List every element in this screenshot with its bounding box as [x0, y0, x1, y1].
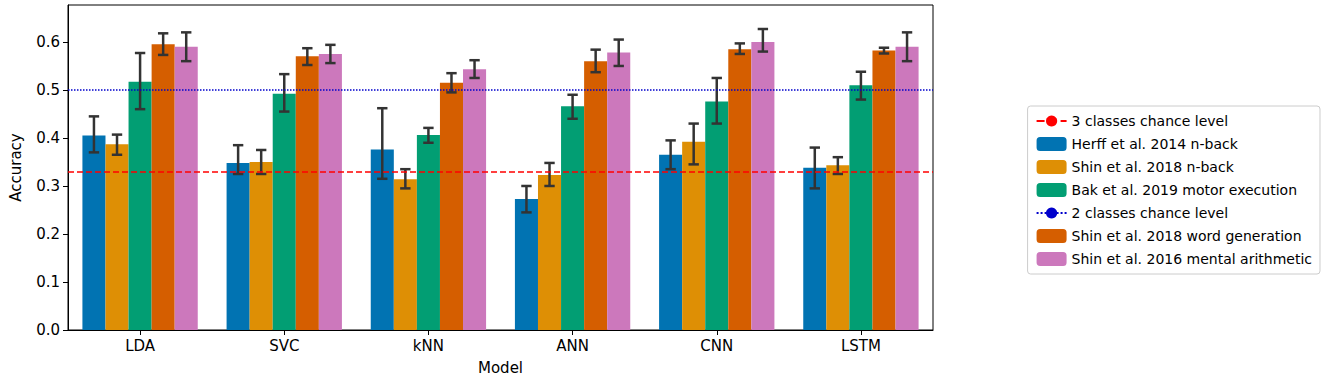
svg-text:SVC: SVC [269, 337, 299, 355]
svg-text:CNN: CNN [700, 337, 733, 355]
svg-text:Shin et al. 2018 n-back: Shin et al. 2018 n-back [1072, 159, 1235, 175]
svg-text:3 classes chance level: 3 classes chance level [1072, 113, 1229, 129]
svg-text:0.3: 0.3 [36, 177, 60, 195]
svg-text:Bak et al. 2019 motor executio: Bak et al. 2019 motor execution [1072, 182, 1297, 198]
svg-text:Herff et al. 2014 n-back: Herff et al. 2014 n-back [1072, 136, 1239, 152]
svg-text:0.6: 0.6 [36, 33, 60, 51]
svg-text:0.2: 0.2 [36, 225, 60, 243]
svg-text:0.1: 0.1 [36, 273, 60, 291]
svg-text:Shin et al. 2016 mental arithm: Shin et al. 2016 mental arithmetic [1072, 251, 1312, 267]
svg-text:ANN: ANN [556, 337, 589, 355]
svg-text:0.4: 0.4 [36, 129, 60, 147]
svg-text:Shin et al. 2018 word generati: Shin et al. 2018 word generation [1072, 228, 1302, 244]
svg-text:LSTM: LSTM [841, 337, 881, 355]
svg-text:LDA: LDA [125, 337, 156, 355]
svg-text:2 classes chance level: 2 classes chance level [1072, 205, 1229, 221]
svg-text:kNN: kNN [413, 337, 444, 355]
svg-text:0.0: 0.0 [36, 321, 60, 339]
svg-text:0.5: 0.5 [36, 81, 60, 99]
svg-text:Accuracy: Accuracy [7, 133, 25, 202]
svg-text:Model: Model [478, 359, 523, 377]
